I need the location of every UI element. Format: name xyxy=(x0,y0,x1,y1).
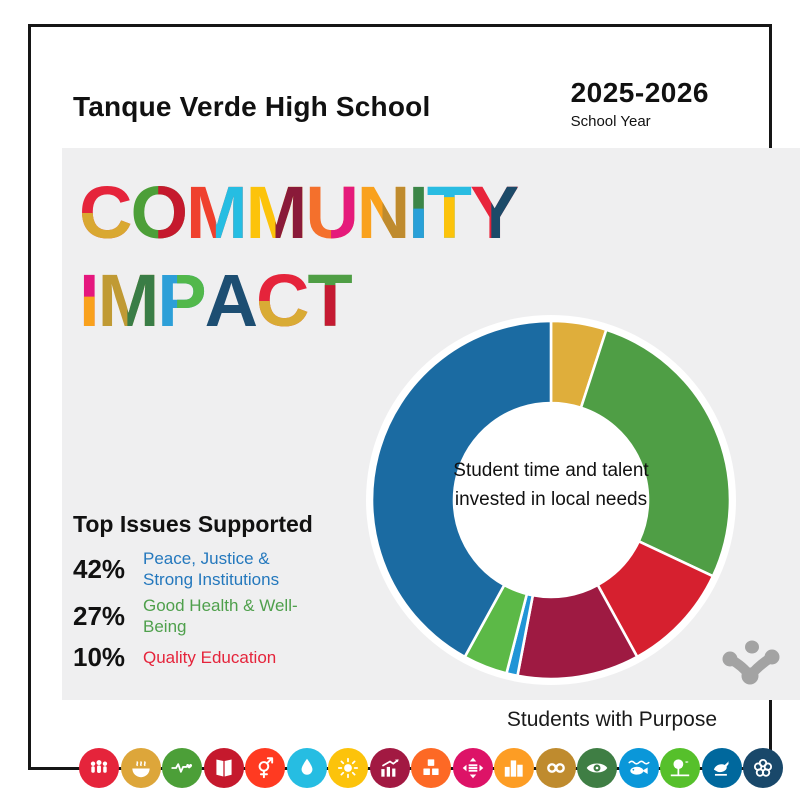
donut-center-label: Student time and talent invested in loca… xyxy=(453,460,649,510)
issue-label: Quality Education xyxy=(143,648,277,667)
sdg-quality-education-icon xyxy=(203,748,244,788)
sdg-life-on-land-icon xyxy=(660,748,700,788)
school-year-label: School Year xyxy=(570,113,651,130)
top-issues-title: Top Issues Supported xyxy=(73,511,313,537)
sdg-zero-hunger-icon xyxy=(120,748,161,788)
school-year-block: 2025-2026 School Year xyxy=(571,77,709,130)
brand-text: Students with Purpose xyxy=(506,708,717,731)
sdg-life-below-water-icon xyxy=(618,748,659,788)
issue-label: Peace, Justice & Strong Institutions xyxy=(143,549,280,589)
sdg-peace-justice-icon xyxy=(701,748,742,788)
donut-chart xyxy=(365,314,737,686)
sdg-no-poverty-icon xyxy=(79,748,119,788)
sdg-sustainable-cities-icon xyxy=(494,748,534,788)
school-name: Tanque Verde High School xyxy=(73,91,431,122)
sdg-icon-row xyxy=(79,748,783,788)
title-letter: A xyxy=(204,259,258,342)
title-line-impact: I I M M P P AC C T T xyxy=(79,257,517,345)
sdg-reduced-inequalities-icon xyxy=(452,748,493,788)
issue-percent: 10% xyxy=(73,642,126,672)
sdg-clean-water-icon xyxy=(286,748,327,788)
top-issue-row: 27% Good Health & Well- Being xyxy=(73,595,373,637)
top-issue-row: 42% Peace, Justice & Strong Institutions xyxy=(73,548,373,590)
sdg-partnerships-icon xyxy=(743,748,783,788)
top-issues-section: Top Issues Supported 42% Peace, Justice &… xyxy=(73,511,373,678)
issue-percent: 27% xyxy=(73,600,126,631)
sdg-climate-action-icon xyxy=(577,748,617,788)
sdg-responsible-consumption-icon xyxy=(535,748,576,788)
sdg-good-health-icon xyxy=(162,748,202,788)
sdg-decent-work-icon xyxy=(369,748,410,788)
issue-percent: 42% xyxy=(73,553,126,584)
donut-svg xyxy=(365,314,737,691)
top-issue-row: 10% Quality Education xyxy=(73,642,373,673)
top-issues-list: 42% Peace, Justice & Strong Institutions 27… xyxy=(73,548,373,673)
issue-label: Good Health & Well- Being xyxy=(143,596,298,636)
school-year: 2025-2026 xyxy=(570,77,709,108)
students-with-purpose-logo-icon xyxy=(719,635,783,696)
poster-frame: Tanque Verde High School 2025-2026 Schoo… xyxy=(28,24,800,788)
sdg-industry-innovation-icon xyxy=(411,748,451,788)
sdg-affordable-energy-icon xyxy=(328,748,368,788)
sdg-gender-equality-icon xyxy=(245,748,285,788)
